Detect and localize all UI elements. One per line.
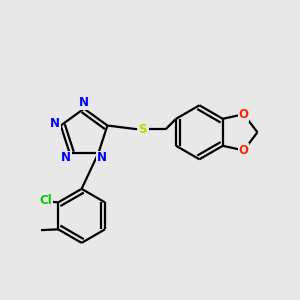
Text: N: N <box>50 117 60 130</box>
Text: S: S <box>138 123 147 136</box>
Text: O: O <box>238 108 249 121</box>
Text: O: O <box>238 144 249 157</box>
Text: N: N <box>97 152 107 164</box>
Text: N: N <box>79 96 89 109</box>
Text: N: N <box>61 152 71 164</box>
Text: Cl: Cl <box>39 194 52 207</box>
